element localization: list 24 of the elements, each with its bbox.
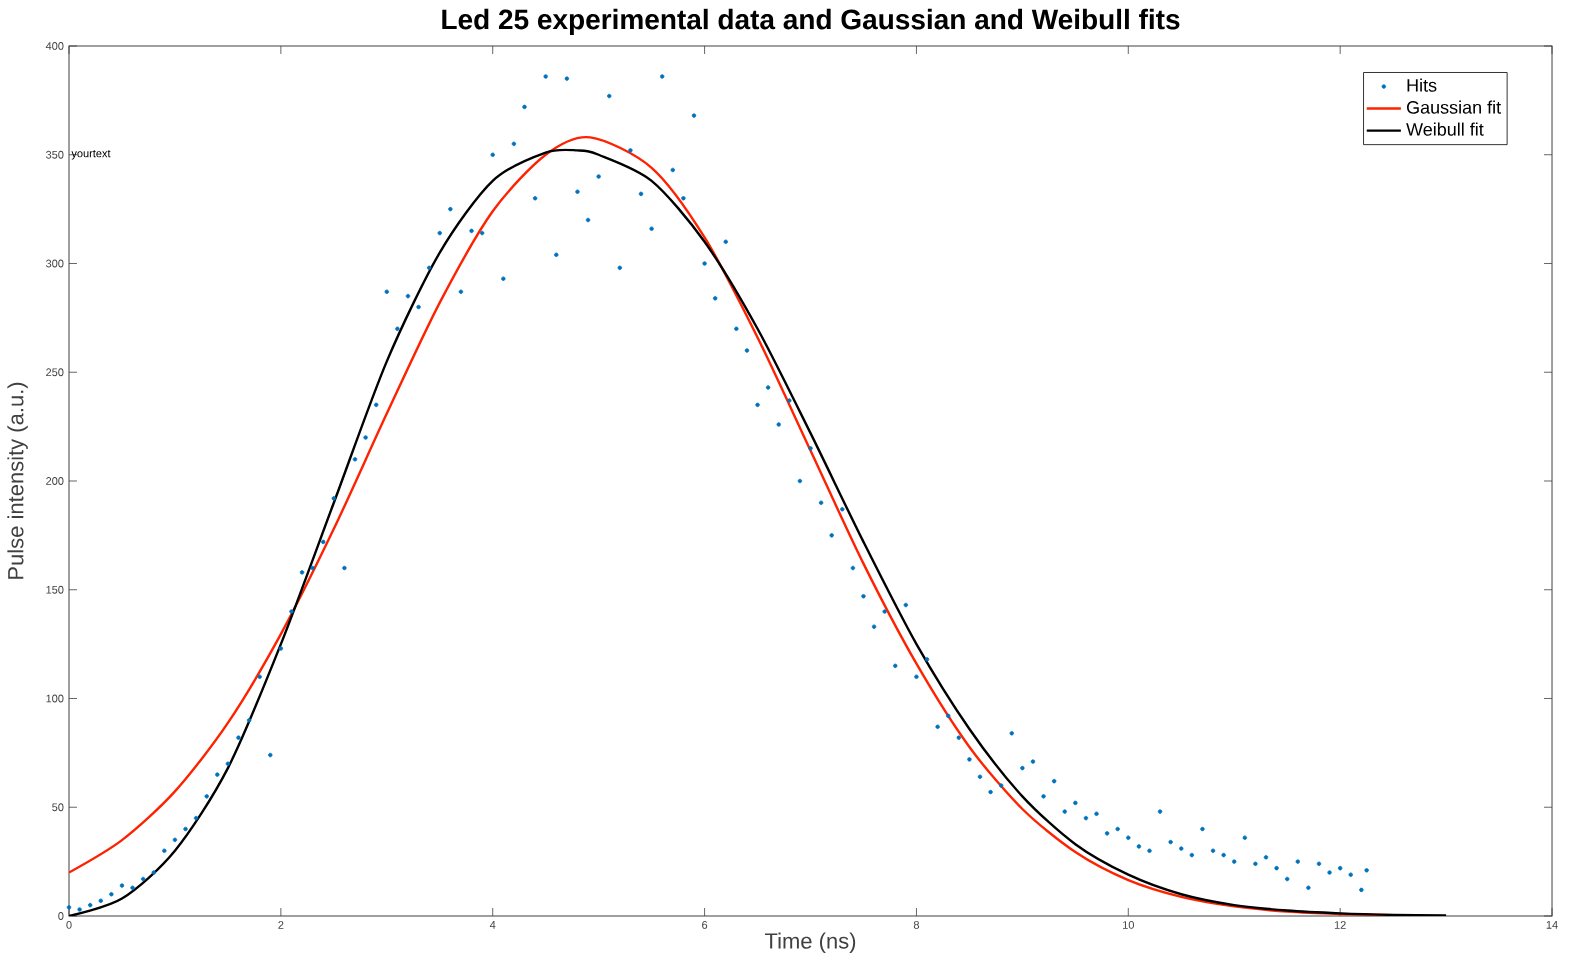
x-tick-label: 14 <box>1546 921 1558 929</box>
y-tick-label: 300 <box>45 259 64 268</box>
y-tick-label: 150 <box>46 585 64 594</box>
x-tick-label: 10 <box>1123 921 1134 929</box>
x-tick-label: 12 <box>1334 921 1346 929</box>
y-tick-label: 250 <box>46 368 64 377</box>
x-tick-label: 6 <box>702 921 708 929</box>
y-axis-title: Pulse intensity (a.u.) <box>7 382 28 579</box>
y-tick-label: 100 <box>46 694 64 703</box>
y-tick-label: 200 <box>46 477 64 485</box>
chart-title: Led 25 experimental data and Gaussian and Weibull fits <box>442 8 1180 35</box>
y-tick-label: 50 <box>52 803 64 812</box>
x-tick-label: 0 <box>66 921 72 929</box>
y-tick-label: 400 <box>45 42 64 50</box>
x-tick-label: 4 <box>489 921 496 929</box>
legend-label: Weibull fit <box>1406 122 1484 136</box>
legend-label: Hits <box>1407 78 1437 92</box>
x-tick-label: 8 <box>913 921 920 929</box>
legend-label: Gaussian fit <box>1406 100 1501 114</box>
x-axis-title: Time (ns) <box>764 932 856 954</box>
x-tick-label: 2 <box>278 921 284 929</box>
y-tick-label: 350 <box>45 150 64 159</box>
annotation: yourtext <box>71 150 111 160</box>
y-tick-label: 0 <box>58 912 64 920</box>
